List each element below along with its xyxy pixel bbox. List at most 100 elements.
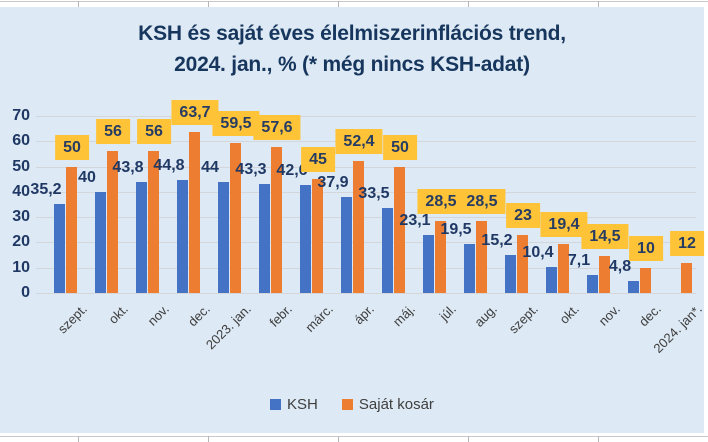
ksh-bar [587, 275, 598, 293]
ksh-bar [300, 185, 311, 293]
ksh-value-label: 40 [78, 169, 96, 186]
ksh-bar [136, 182, 147, 293]
sajat-kosar-value-label: 19,4 [540, 212, 588, 237]
ksh-value-label: 44,8 [153, 157, 185, 174]
ksh-value-label: 44 [201, 159, 219, 176]
ksh-value-label: 10,4 [522, 244, 554, 261]
spreadsheet-column-border [598, 1, 599, 7]
sajat-kosar-bar [66, 167, 77, 293]
chart-title: KSH és saját éves élelmiszerinflációs tr… [0, 18, 704, 80]
y-axis-tick-label: 50 [12, 158, 30, 175]
x-axis-category-label: ápr. [350, 301, 377, 328]
sajat-kosar-bar [517, 235, 528, 293]
ksh-value-label: 37,9 [317, 174, 349, 191]
ksh-value-label: 43,8 [112, 159, 144, 176]
ksh-bar [628, 281, 639, 293]
x-axis-category-label: okt. [556, 301, 582, 327]
x-axis-category-label: máj. [389, 301, 418, 330]
spreadsheet-column-border [598, 436, 599, 442]
spreadsheet-row-border [0, 436, 708, 437]
sajat-kosar-value-label: 59,5 [212, 111, 260, 136]
sajat-kosar-value-label: 50 [55, 135, 89, 160]
x-axis-category-label: márc. [302, 301, 336, 335]
spreadsheet-column-border [338, 436, 339, 442]
sajat-kosar-bar [353, 161, 364, 293]
sajat-kosar-bar [476, 221, 487, 293]
legend-swatch [341, 399, 353, 410]
sajat-kosar-value-label: 50 [383, 135, 417, 160]
legend-item-saj-t-kos-r: Saját kosár [341, 396, 434, 413]
sajat-kosar-value-label: 28,5 [458, 189, 506, 214]
chart-title-line2: 2024. jan., % (* még nincs KSH-adat) [174, 53, 530, 76]
ksh-bar [218, 182, 229, 293]
x-axis-category-label: nov. [595, 301, 623, 329]
ksh-bar [177, 180, 188, 293]
y-axis-tick-label: 30 [12, 208, 30, 225]
ksh-bar [464, 244, 475, 293]
sajat-kosar-bar [312, 179, 323, 293]
sajat-kosar-bar [271, 147, 282, 293]
sajat-kosar-value-label: 56 [96, 119, 130, 144]
x-axis-category-label: aug. [471, 301, 500, 330]
x-axis-category-label: febr. [266, 301, 295, 330]
ksh-value-label: 4,8 [608, 258, 632, 275]
spreadsheet-column-border [468, 1, 469, 7]
ksh-value-label: 43,3 [235, 161, 267, 178]
sajat-kosar-value-label: 28,5 [417, 189, 465, 214]
ksh-value-label: 19,5 [440, 221, 472, 238]
sajat-kosar-value-label: 63,7 [171, 100, 219, 125]
sajat-kosar-bar [189, 132, 200, 293]
spreadsheet-bottom-gridline-strip [0, 433, 708, 442]
spreadsheet-row-border [0, 1, 708, 2]
y-axis-tick-label: 60 [12, 132, 30, 149]
y-gridline [36, 217, 696, 218]
y-axis-tick-label: 40 [12, 183, 30, 200]
ksh-value-label: 35,2 [30, 181, 62, 198]
x-axis-category-label: júl. [436, 301, 459, 324]
sajat-kosar-bar [640, 268, 651, 293]
sajat-kosar-bar [394, 167, 405, 293]
ksh-value-label: 15,2 [481, 232, 513, 249]
ksh-bar [546, 267, 557, 293]
sajat-kosar-bar [107, 151, 118, 293]
sajat-kosar-value-label: 23 [506, 203, 540, 228]
chart-legend: KSH Saját kosár [0, 396, 704, 413]
x-axis-category-label: szept. [505, 301, 541, 337]
ksh-value-label: 42,6 [276, 162, 308, 179]
sajat-kosar-bar [435, 221, 446, 293]
y-axis-tick-label: 0 [21, 284, 30, 301]
x-axis-category-label: dec. [184, 301, 213, 330]
spreadsheet-column-border [208, 1, 209, 7]
y-gridline [36, 242, 696, 243]
ksh-bar [95, 192, 106, 293]
sajat-kosar-value-label: 57,6 [253, 115, 301, 140]
ksh-value-label: 33,5 [358, 185, 390, 202]
legend-label: KSH [287, 396, 318, 413]
sajat-kosar-value-label: 12 [670, 231, 704, 256]
spreadsheet-top-gridline-strip [0, 0, 708, 7]
sajat-kosar-value-label: 52,4 [335, 129, 383, 154]
sajat-kosar-bar [230, 143, 241, 293]
sajat-kosar-bar [148, 151, 159, 293]
ksh-bar [341, 197, 352, 293]
y-axis-tick-label: 10 [12, 259, 30, 276]
y-gridline [36, 293, 696, 294]
spreadsheet-column-border [468, 436, 469, 442]
legend-swatch [270, 399, 282, 410]
y-gridline [36, 268, 696, 269]
ksh-value-label: 7,1 [567, 252, 591, 269]
chart-title-line1: KSH és saját éves élelmiszerinflációs tr… [138, 22, 566, 45]
y-axis-tick-label: 70 [12, 107, 30, 124]
chart-canvas[interactable]: KSH és saját éves élelmiszerinflációs tr… [0, 7, 705, 433]
sajat-kosar-value-label: 45 [301, 147, 335, 172]
sajat-kosar-bar [599, 256, 610, 293]
legend-label: Saját kosár [358, 396, 434, 413]
sajat-kosar-value-label: 10 [629, 236, 663, 261]
x-axis-category-label: dec. [635, 301, 664, 330]
ksh-bar [423, 235, 434, 293]
y-gridline [36, 167, 696, 168]
ksh-bar [54, 204, 65, 293]
spreadsheet-column-border [78, 436, 79, 442]
y-gridline [36, 192, 696, 193]
